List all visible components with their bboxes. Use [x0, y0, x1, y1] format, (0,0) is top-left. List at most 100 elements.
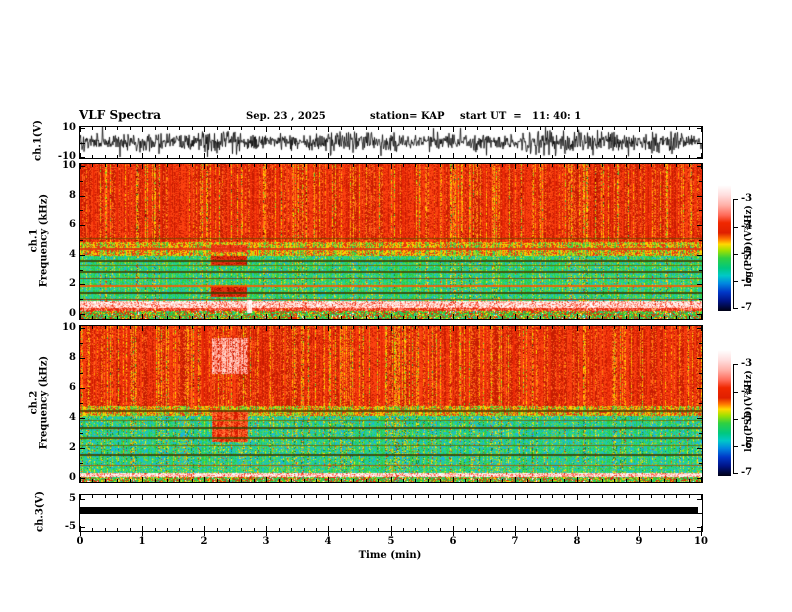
x-tick [366, 164, 367, 167]
y-minor-tick [80, 240, 83, 241]
x-tick [502, 528, 503, 531]
x-tick [155, 528, 156, 531]
x-tick [552, 155, 553, 158]
x-tick [453, 526, 454, 531]
x-tick [490, 326, 491, 329]
x-tick [328, 477, 329, 482]
x-tick [453, 477, 454, 482]
y-minor-tick [80, 403, 83, 404]
x-tick [117, 326, 118, 329]
y-tick [697, 513, 702, 514]
x-tick [540, 495, 541, 498]
x-tick [515, 326, 516, 331]
x-tick [527, 326, 528, 329]
x-tick [453, 127, 454, 132]
x-tick [378, 127, 379, 130]
x-tick [366, 479, 367, 482]
y-minor-tick [80, 299, 83, 300]
x-tick [155, 155, 156, 158]
x-tick [577, 314, 578, 319]
x-tick [490, 316, 491, 319]
x-tick [502, 479, 503, 482]
x-tick [490, 155, 491, 158]
x-tick [291, 127, 292, 130]
x-tick [229, 155, 230, 158]
x-tick [527, 127, 528, 130]
x-tick [353, 326, 354, 329]
x-tick [167, 316, 168, 319]
x-tick [378, 326, 379, 329]
x-tick [552, 164, 553, 167]
x-tick [403, 316, 404, 319]
x-tick [353, 127, 354, 130]
x-tick [105, 164, 106, 167]
x-tick [366, 316, 367, 319]
x-tick [142, 164, 143, 169]
x-tick [577, 127, 578, 132]
x-tick [626, 528, 627, 531]
x-tick [689, 155, 690, 158]
x-tick [316, 479, 317, 482]
x-major-tick [266, 532, 267, 536]
x-tick [477, 316, 478, 319]
x-tick [341, 326, 342, 329]
y-tick [80, 166, 85, 167]
x-tick [142, 153, 143, 158]
x-tick [155, 326, 156, 329]
x-tick [105, 127, 106, 130]
x-tick [105, 495, 106, 498]
x-tick [689, 127, 690, 130]
x-tick [391, 526, 392, 531]
y-tick [697, 328, 702, 329]
ch1-waveform-canvas [80, 127, 702, 158]
x-tick [403, 326, 404, 329]
x-tick [477, 164, 478, 167]
x-tick [341, 495, 342, 498]
x-tick [602, 495, 603, 498]
x-tick [341, 316, 342, 319]
x-tick [701, 477, 702, 482]
x-tick [403, 528, 404, 531]
x-tick [167, 164, 168, 167]
x-tick [217, 155, 218, 158]
colorbar-tick [733, 226, 738, 228]
x-tick [689, 495, 690, 498]
x-tick [403, 164, 404, 167]
x-tick [316, 316, 317, 319]
x-tick [241, 316, 242, 319]
y-tick [697, 478, 702, 479]
y-minor-tick [699, 270, 702, 271]
x-tick [279, 164, 280, 167]
y-tick-label: 0 [69, 308, 76, 319]
x-tick [266, 164, 267, 169]
x-tick [428, 316, 429, 319]
x-tick [651, 155, 652, 158]
x-tick [502, 326, 503, 329]
x-tick [117, 155, 118, 158]
y-tick [80, 157, 85, 158]
x-tick-label: 10 [694, 536, 708, 547]
x-tick [328, 314, 329, 319]
x-tick [105, 316, 106, 319]
y-tick [80, 388, 85, 389]
y-tick [697, 448, 702, 449]
x-tick [155, 127, 156, 130]
x-tick [440, 326, 441, 329]
x-tick [117, 495, 118, 498]
x-tick [391, 314, 392, 319]
x-tick [92, 495, 93, 498]
date-label: Sep. 23 , 2025 [246, 111, 326, 122]
x-tick [527, 495, 528, 498]
x-tick [241, 495, 242, 498]
x-tick [664, 528, 665, 531]
x-tick [527, 316, 528, 319]
y-minor-tick [699, 181, 702, 182]
x-tick [527, 155, 528, 158]
x-tick [304, 164, 305, 167]
x-tick [92, 479, 93, 482]
x-tick [378, 155, 379, 158]
x-tick [217, 479, 218, 482]
x-tick [552, 316, 553, 319]
x-tick [192, 528, 193, 531]
y-tick [80, 255, 85, 256]
